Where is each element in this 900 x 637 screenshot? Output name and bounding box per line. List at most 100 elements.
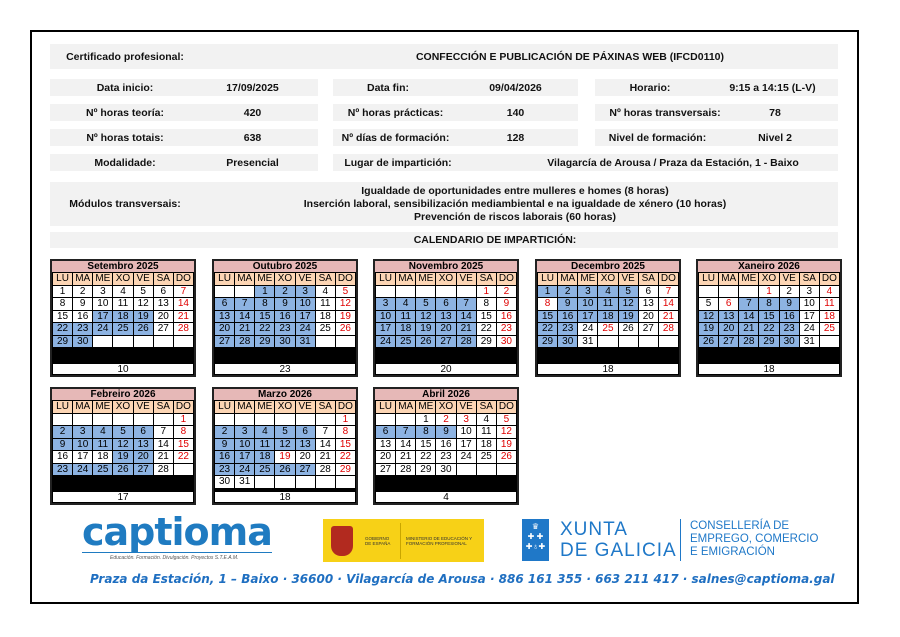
day-cell: 13 xyxy=(295,438,316,451)
day-cell: 27 xyxy=(638,323,659,336)
day-cell: 28 xyxy=(658,323,679,336)
total-row: Nº horas totais: 638 xyxy=(50,129,318,146)
week-row: 29 30 31 xyxy=(537,335,679,348)
day-cell: 5 xyxy=(275,426,296,439)
schedule-row: Horario: 9:15 a 14:15 (L-V) xyxy=(595,79,838,96)
weekday-label: LU xyxy=(698,273,720,286)
end-label: Data fin: xyxy=(367,81,409,94)
day-cell: 28 xyxy=(235,335,256,348)
day-cell: 8 xyxy=(52,298,74,311)
day-cell: 28 xyxy=(396,463,417,476)
conselleria-text: CONSELLERÍA DE xyxy=(690,520,790,532)
weekday-label: SA xyxy=(315,273,336,286)
day-cell: 29 xyxy=(335,463,356,476)
day-cell: 12 xyxy=(133,298,154,311)
day-cell: 27 xyxy=(719,335,740,348)
day-cell: 30 xyxy=(73,335,94,348)
week-row: 19 20 21 22 23 24 25 xyxy=(698,323,840,336)
days-row: Nº días de formación: 128 xyxy=(333,129,578,146)
weekday-label: VE xyxy=(456,401,477,414)
week-row: 27 28 29 30 xyxy=(375,463,517,476)
weekday-label: VE xyxy=(295,401,316,414)
week-row: 27 28 29 30 31 xyxy=(214,335,356,348)
day-cell: 17 xyxy=(578,310,599,323)
week-row: 16 17 18 19 20 21 22 xyxy=(214,451,356,464)
day-cell: 11 xyxy=(476,426,497,439)
day-cell: 23 xyxy=(52,463,74,476)
day-cell: 3 xyxy=(456,413,477,426)
day-cell: 29 xyxy=(255,335,276,348)
weekday-label: SA xyxy=(153,401,174,414)
day-cell: 19 xyxy=(275,451,296,464)
day-cell: 27 xyxy=(214,335,236,348)
day-cell: 16 xyxy=(73,310,94,323)
weekday-label: DO xyxy=(496,273,517,286)
xunta-shield-icon: ♛ ✚ ✚ ✚♁✚ xyxy=(522,519,549,561)
weekday-label: XO xyxy=(598,273,619,286)
day-cell xyxy=(396,413,417,426)
day-cell: 19 xyxy=(618,310,639,323)
day-cell: 13 xyxy=(638,298,659,311)
weekday-header: LU MA ME XO VE SA DO xyxy=(698,273,840,286)
day-cell: 24 xyxy=(375,335,397,348)
day-cell: 22 xyxy=(52,323,74,336)
weekday-label: DO xyxy=(335,273,356,286)
end-row: Data fin: 09/04/2026 xyxy=(333,79,578,96)
day-cell: 7 xyxy=(739,298,760,311)
day-cell: 26 xyxy=(496,451,517,464)
week-row: 10 11 12 13 14 15 16 xyxy=(375,310,517,323)
day-cell: 24 xyxy=(73,463,94,476)
weekday-label: ME xyxy=(739,273,760,286)
day-cell: 20 xyxy=(133,451,154,464)
weekday-label: LU xyxy=(52,401,74,414)
day-cell: 11 xyxy=(255,438,276,451)
day-cell: 16 xyxy=(779,310,800,323)
week-row xyxy=(537,348,679,361)
day-cell xyxy=(335,476,356,489)
day-cell: 9 xyxy=(214,438,236,451)
day-cell: 8 xyxy=(416,426,437,439)
day-cell: 1 xyxy=(759,285,780,298)
day-cell: 11 xyxy=(819,298,840,311)
day-cell: 7 xyxy=(235,298,256,311)
day-cell: 25 xyxy=(255,463,276,476)
mode-value: Presencial xyxy=(226,156,279,169)
weekday-label: SA xyxy=(315,401,336,414)
day-cell xyxy=(618,335,639,348)
day-cell: 14 xyxy=(456,310,477,323)
month-name: Marzo 2026 xyxy=(214,389,356,401)
weekday-header: LU MA ME XO VE SA DO xyxy=(375,273,517,286)
day-cell xyxy=(456,463,477,476)
day-cell: 3 xyxy=(93,285,114,298)
day-cell: 22 xyxy=(537,323,559,336)
training-days-count: 4 xyxy=(375,490,517,503)
day-cell: 4 xyxy=(93,426,114,439)
conselleria-text: E EMIGRACIÓN xyxy=(690,546,775,558)
day-cell: 19 xyxy=(416,323,437,336)
theory-label: Nº horas teoría: xyxy=(86,106,164,119)
day-cell: 21 xyxy=(173,310,194,323)
day-cell: 23 xyxy=(436,451,457,464)
weekday-label: SA xyxy=(153,273,174,286)
day-cell: 15 xyxy=(476,310,497,323)
day-cell: 22 xyxy=(476,323,497,336)
day-cell: 13 xyxy=(436,310,457,323)
weekday-header: LU MA ME XO VE SA DO xyxy=(52,401,194,414)
day-cell xyxy=(153,335,174,348)
day-cell: 10 xyxy=(235,438,256,451)
day-cell: 26 xyxy=(335,323,356,336)
divider xyxy=(680,519,681,561)
training-days-count: 18 xyxy=(698,362,840,375)
schedule-label: Horario: xyxy=(629,81,671,94)
day-cell xyxy=(235,285,256,298)
day-cell: 15 xyxy=(52,310,74,323)
day-cell: 22 xyxy=(173,451,194,464)
total-value: 638 xyxy=(243,131,262,144)
day-cell: 21 xyxy=(235,323,256,336)
day-cell: 25 xyxy=(93,463,114,476)
day-cell: 6 xyxy=(153,285,174,298)
